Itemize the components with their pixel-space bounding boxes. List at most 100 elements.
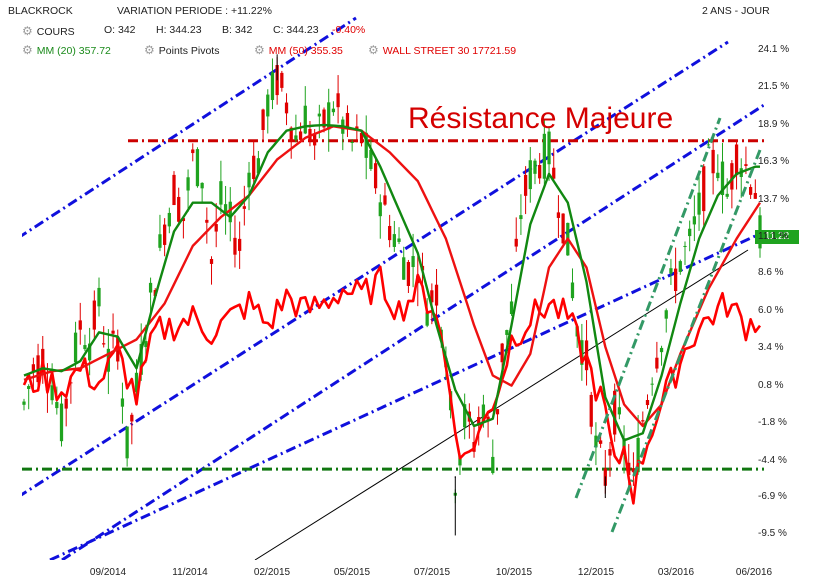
candle-body (383, 195, 387, 205)
candle-body (22, 401, 26, 405)
candle-body (223, 204, 228, 214)
candle-body (542, 133, 546, 179)
y-tick-label: -4.4 % (758, 454, 787, 466)
candle-body (233, 237, 237, 255)
x-tick-label: 03/2016 (657, 567, 695, 578)
candle-body (683, 245, 687, 247)
candle-body (289, 127, 293, 142)
candle-body (345, 112, 350, 130)
ohlc-close: C: 344.23 (273, 24, 319, 36)
period-label[interactable]: 2 ANS - JOUR (702, 5, 770, 17)
candle-body (500, 343, 504, 363)
gear-icon[interactable]: ⚙ (144, 43, 155, 57)
mm50-legend[interactable]: ⚙ MM (50) 355.35 (254, 43, 343, 57)
candle-body (570, 282, 575, 299)
y-tick-label: 0.8 % (758, 379, 784, 391)
candle-body (163, 224, 167, 245)
candle-body (641, 420, 645, 422)
gear-icon[interactable]: ⚙ (22, 24, 33, 38)
candle-body (111, 330, 115, 334)
y-tick-label: 6.0 % (758, 304, 784, 316)
candle-body (519, 215, 523, 220)
level-lines (22, 139, 764, 471)
variation-label: VARIATION PERIODE : +11.22% (117, 5, 272, 17)
candle-body (270, 72, 275, 101)
channel-line (49, 230, 764, 560)
candle-body (205, 219, 209, 223)
candle-body (495, 409, 500, 415)
candle-body (523, 174, 528, 196)
gear-icon[interactable]: ⚙ (254, 43, 265, 57)
candle-body (636, 437, 640, 473)
candle-body (598, 440, 603, 444)
mm20-series (23, 123, 760, 442)
candle-body (73, 332, 78, 363)
cours-legend[interactable]: ⚙ COURS (22, 24, 75, 38)
candle-body (702, 166, 706, 212)
candle-body (59, 403, 64, 442)
channel-line (22, 40, 729, 497)
candle-body (711, 149, 715, 174)
candle-body (458, 455, 462, 466)
candle-body (327, 102, 331, 130)
candle-body (280, 72, 284, 88)
candle-body (509, 301, 514, 315)
x-tick-label: 09/2014 (89, 567, 127, 578)
candle-body (748, 187, 753, 195)
mm20-label: MM (20) 357.72 (36, 45, 111, 57)
candle-body (50, 385, 54, 401)
y-tick-label: 3.4 % (758, 342, 784, 354)
gear-icon[interactable]: ⚙ (22, 43, 33, 57)
candle-body (78, 320, 82, 330)
x-tick-label: 07/2015 (413, 567, 451, 578)
candle-body (430, 290, 434, 303)
candle-body (350, 141, 354, 143)
candle-body (514, 238, 518, 247)
candle-body (238, 238, 242, 251)
candle-body (144, 341, 148, 348)
candle-body (753, 192, 757, 199)
pivots-legend[interactable]: ⚙ Points Pivots (144, 43, 219, 57)
y-tick-label: -6.9 % (758, 490, 787, 502)
x-tick-label: 10/2015 (495, 567, 533, 578)
candle-body (36, 355, 40, 383)
candle-body (69, 382, 73, 384)
mm20-legend[interactable]: ⚙ MM (20) 357.72 (22, 43, 111, 57)
candle-body (425, 312, 429, 326)
candle-body (402, 257, 406, 280)
candle-body (608, 449, 612, 456)
candle-body (177, 196, 181, 222)
candle-body (336, 93, 340, 108)
candle-body (64, 398, 68, 409)
gear-icon[interactable]: ⚙ (368, 43, 379, 57)
candle-body (669, 268, 673, 274)
candle-body (364, 132, 368, 158)
candle-body (434, 284, 439, 306)
candle-body (481, 404, 486, 423)
candle-body (303, 105, 307, 134)
change-value: -0.40% (332, 24, 366, 36)
candle-body (55, 402, 59, 409)
ws30-label: WALL STREET 30 17721.59 (382, 45, 517, 57)
y-tick-label: 11.1 % (758, 231, 789, 243)
candle-body (88, 343, 92, 361)
y-tick-label: -9.5 % (758, 528, 787, 539)
candle-body (547, 131, 551, 165)
candle-body (102, 343, 106, 345)
candle-body (186, 177, 190, 191)
cours-label: COURS (36, 26, 75, 38)
candle-body (158, 234, 162, 248)
candle-body (463, 404, 467, 428)
candle-body (261, 109, 265, 131)
candle-body (298, 131, 303, 140)
candle-body (697, 192, 701, 215)
candle-body (313, 134, 317, 146)
candle-body (242, 206, 246, 209)
pivots-label: Points Pivots (158, 45, 220, 57)
candle-body (655, 357, 659, 369)
y-tick-label: 18.9 % (758, 118, 790, 130)
candle-body (486, 416, 490, 421)
candle-body (172, 174, 176, 206)
mm20-line (23, 123, 760, 442)
ws30-legend[interactable]: ⚙ WALL STREET 30 17721.59 (368, 43, 516, 57)
